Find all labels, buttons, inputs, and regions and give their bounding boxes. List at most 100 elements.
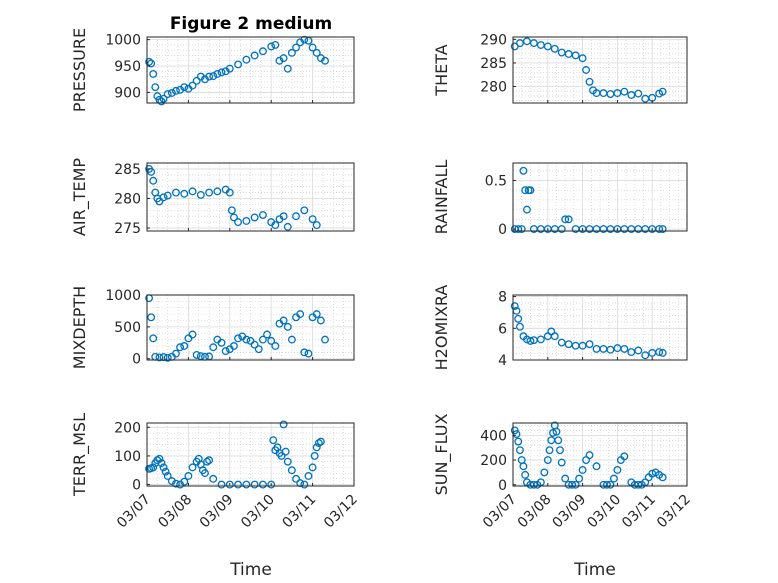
mixdepth-point — [192, 350, 201, 359]
terr_msl-x-tick-label: 03/11 — [280, 492, 320, 532]
mixdepth-point — [155, 353, 164, 362]
terr_msl-point — [267, 480, 276, 489]
sun_flux-point — [510, 426, 519, 435]
mixdepth-point — [234, 334, 243, 343]
sun_flux-x-tick-label: 03/09 — [550, 492, 590, 532]
h2omixra-point — [578, 341, 587, 350]
pressure-point — [300, 35, 309, 44]
terr_msl-point — [217, 480, 226, 489]
theta-point — [516, 39, 524, 48]
mixdepth-point — [321, 335, 329, 344]
air_temp-point — [250, 213, 259, 222]
pressure-point — [267, 42, 276, 51]
h2omixra-point — [536, 335, 545, 344]
figure-title: Figure 2 medium — [170, 14, 332, 34]
h2omixra-point — [510, 302, 519, 311]
terr_msl-point — [258, 480, 267, 489]
sun_flux-point — [545, 446, 554, 455]
h2omixra-point — [564, 340, 573, 349]
terr_msl-point — [203, 457, 211, 466]
terr_msl-axes-box — [146, 422, 355, 487]
terr_msl-point — [159, 463, 168, 472]
pressure-point — [242, 55, 251, 64]
h2omixra-point — [550, 332, 559, 341]
pressure-point — [279, 54, 288, 63]
theta-y-tick-label: 280 — [480, 80, 507, 96]
rainfall-point — [521, 186, 530, 195]
terr_msl-point — [316, 437, 325, 446]
terr_msl-y-label: TERR_MSL — [70, 413, 90, 497]
h2omixra-point — [592, 344, 601, 353]
terr_msl-x-tick-label: 03/10 — [238, 492, 278, 532]
h2omixra-point — [526, 337, 535, 345]
mixdepth-y-tick-label: 0 — [132, 352, 141, 368]
air_temp-point — [292, 212, 300, 221]
terr_msl-point — [157, 459, 166, 468]
h2omixra-point — [599, 344, 608, 353]
mixdepth-point — [176, 343, 185, 352]
rainfall-point — [522, 205, 531, 214]
sun_flux-point — [552, 427, 561, 436]
terr_msl-point — [209, 474, 218, 483]
terr_msl-x-tick-label: 03/08 — [155, 492, 195, 532]
mixdepth-point — [300, 348, 309, 357]
theta-point — [582, 66, 591, 74]
sun_flux-x-tick-label: 03/10 — [584, 492, 624, 532]
pressure-point — [180, 83, 189, 92]
pressure-point — [312, 48, 321, 57]
sun_flux-point — [549, 428, 557, 437]
terr_msl-point — [163, 472, 172, 480]
air_temp-point — [188, 187, 197, 196]
pressure-point — [149, 70, 158, 78]
mixdepth-point — [279, 316, 288, 325]
pressure-point — [213, 70, 222, 78]
air_temp-point — [279, 212, 288, 221]
sun_flux-point — [568, 480, 577, 489]
air_temp-axes-box — [146, 162, 355, 232]
sun_flux-point — [561, 474, 570, 483]
mixdepth-point — [209, 343, 218, 352]
pressure-y-tick-label: 900 — [114, 85, 141, 101]
mixdepth-y-tick-label: 1000 — [105, 288, 141, 304]
pressure-axes-box — [146, 36, 355, 104]
air_temp-point — [155, 197, 164, 206]
pressure-y-tick-label: 950 — [114, 59, 141, 75]
h2omixra-point — [516, 322, 524, 331]
mixdepth-y-label: MIXDEPTH — [70, 286, 89, 369]
pressure-point — [287, 48, 296, 57]
pressure-point — [283, 64, 292, 73]
theta-point — [620, 87, 629, 96]
terr_msl-point — [225, 480, 234, 489]
terr_msl-point — [314, 439, 323, 447]
terr_msl-point — [300, 480, 309, 489]
air_temp-point — [271, 221, 280, 230]
sun_flux-point — [556, 446, 564, 455]
rainfall-point — [658, 225, 667, 234]
theta-point — [606, 90, 615, 98]
h2omixra-y-tick-label: 6 — [498, 321, 507, 337]
theta-point — [522, 37, 531, 46]
sun_flux-point — [543, 456, 552, 465]
theta-point — [585, 77, 594, 86]
sun_flux-y-tick-label: 400 — [480, 428, 507, 444]
terr_msl-point — [287, 466, 296, 475]
rainfall-y-label: RAINFALL — [432, 160, 451, 235]
h2omixra-axes-box — [512, 294, 688, 361]
sun_flux-point — [603, 480, 611, 489]
rainfall-point — [557, 225, 566, 234]
sun_flux-point — [571, 480, 580, 489]
mixdepth-point — [283, 322, 292, 331]
sun_flux-point — [547, 436, 556, 445]
h2omixra-point — [514, 314, 523, 323]
air_temp-point — [242, 216, 251, 225]
sun_flux-point — [557, 458, 566, 467]
h2omixra-point — [641, 351, 650, 360]
terr_msl-y-tick-label: 200 — [114, 420, 141, 436]
h2omixra-point — [627, 348, 636, 357]
x-axis-label-right: Time — [573, 560, 616, 580]
air_temp-y-tick-label: 280 — [114, 191, 141, 207]
air_temp-point — [213, 187, 222, 196]
mixdepth-point — [221, 347, 230, 356]
theta-point — [571, 51, 580, 60]
